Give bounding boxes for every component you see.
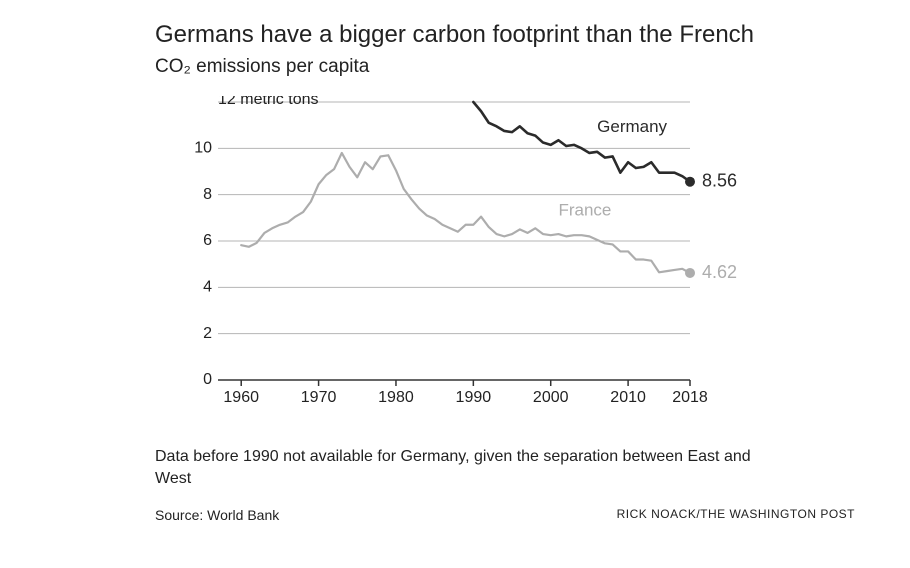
y-tick-label: 8 <box>203 186 212 203</box>
x-tick-label: 1970 <box>301 389 337 406</box>
y-tick-label: 2 <box>203 325 212 342</box>
series-label-france: France <box>558 201 611 220</box>
source-text: Source: World Bank <box>155 507 279 523</box>
series-line-germany <box>473 102 690 182</box>
credit-text: RICK NOACK/THE WASHINGTON POST <box>617 507 855 523</box>
y-tick-label: 10 <box>194 140 212 157</box>
x-tick-label: 2000 <box>533 389 569 406</box>
end-marker-france <box>685 268 695 278</box>
y-tick-label: 4 <box>203 279 212 296</box>
chart-title: Germans have a bigger carbon footprint t… <box>155 20 775 50</box>
x-tick-label: 1980 <box>378 389 414 406</box>
x-tick-label: 2018 <box>672 389 708 406</box>
x-tick-label: 1960 <box>223 389 259 406</box>
end-value-france: 4.62 <box>702 262 737 282</box>
y-tick-label: 6 <box>203 232 212 249</box>
end-marker-germany <box>685 177 695 187</box>
chart-subtitle: CO₂ emissions per capita <box>155 56 775 78</box>
chart-container: Germans have a bigger carbon footprint t… <box>155 20 775 523</box>
y-tick-label: 0 <box>203 371 212 388</box>
series-label-germany: Germany <box>597 117 667 136</box>
end-value-germany: 8.56 <box>702 171 737 191</box>
chart-svg: 0 2 4 6 8 10 12 metric tons 1960 1970 1980 1990 200… <box>190 96 805 416</box>
source-row: Source: World Bank RICK NOACK/THE WASHIN… <box>120 507 855 523</box>
y-top-label: 12 metric tons <box>218 96 318 108</box>
x-tick-label: 2010 <box>610 389 646 406</box>
chart-plot: 0 2 4 6 8 10 12 metric tons 1960 1970 1980 1990 200… <box>190 96 745 416</box>
x-tick-label: 1990 <box>456 389 492 406</box>
chart-footnote: Data before 1990 not available for Germa… <box>155 446 775 489</box>
